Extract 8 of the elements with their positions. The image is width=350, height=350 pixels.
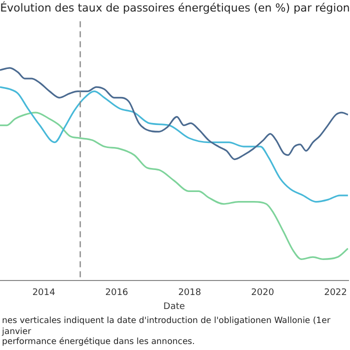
text: performance énergétique dans les annonces. [2,337,196,348]
x-tick-label: 2016 [105,288,128,298]
x-axis-title: Date [163,302,186,312]
x-tick-label: 2018 [178,288,202,298]
x-tick-label: 2020 [251,288,274,298]
x-tick-label: 2014 [32,288,56,298]
chart-title: Évolution des taux de passoires énergétiques (en %) par région [0,0,350,14]
x-tick-label: 2022 [324,288,347,298]
